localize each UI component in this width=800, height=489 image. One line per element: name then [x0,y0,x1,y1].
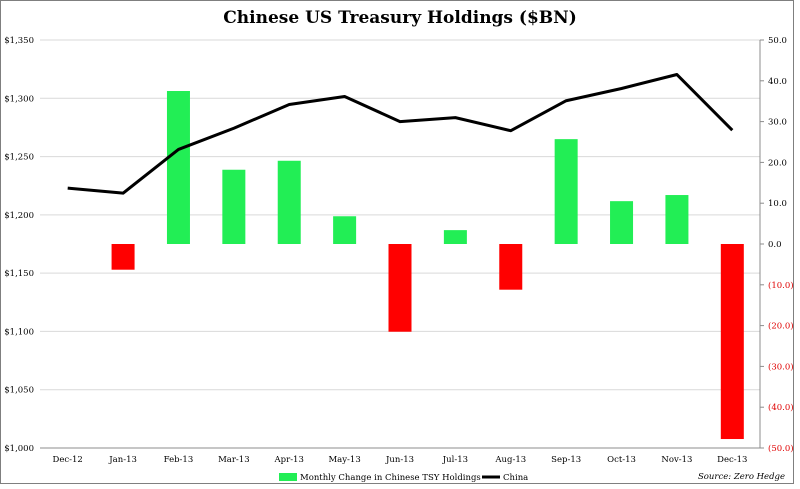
x-tick-label: Nov-13 [661,455,692,465]
right-tick-label: (30.0) [768,361,794,372]
bar [665,195,689,244]
left-tick-label: $1,350 [4,36,34,46]
right-tick-label: 50.0 [768,36,787,46]
china-line [67,73,734,195]
right-tick-label: (20.0) [768,321,794,332]
x-tick-label: Dec-13 [717,455,747,465]
left-tick-label: $1,300 [4,94,34,104]
right-tick-label: 40.0 [768,77,787,87]
right-tick-label: (40.0) [768,402,794,413]
bars [111,91,744,440]
x-tick-label: Apr-13 [274,455,304,465]
bar [333,216,357,244]
left-tick-label: $1,050 [4,386,34,396]
bar [610,201,634,244]
bar [388,244,412,332]
x-tick-label: Oct-13 [607,455,636,465]
bar [222,169,246,244]
left-axis-ticks: $1,000 $1,050 $1,100 $1,150 $1,200 $1,250 $1,3… [4,36,34,454]
right-axis-ticks: (50.0) (40.0) (30.0) (20.0) (10.0) 0.0 10.0 20.… [760,36,794,454]
x-tick-label: Jan-13 [108,455,137,465]
source-note: Source: Zero Hedge [698,472,785,482]
right-tick-label: (50.0) [768,443,794,454]
left-tick-label: $1,200 [4,211,34,221]
right-tick-label: 30.0 [768,118,787,128]
left-tick-label: $1,250 [4,153,34,163]
right-tick-label: 10.0 [768,199,787,209]
x-tick-label: Jul-13 [442,455,468,465]
bar [277,160,301,244]
legend: Monthly Change in Chinese TSY Holdings C… [279,473,528,483]
x-tick-label: Dec-12 [53,455,83,465]
right-tick-label: 20.0 [768,158,787,168]
legend-label-bars: Monthly Change in Chinese TSY Holdings [300,473,481,483]
right-tick-label: (10.0) [768,280,794,291]
x-tick-label: Mar-13 [218,455,250,465]
x-axis-ticks: Dec-12 Jan-13 Feb-13 Mar-13 Apr-13 May-13 Jun-… [53,455,748,465]
x-tick-label: Sep-13 [551,455,581,465]
left-tick-label: $1,100 [4,327,34,337]
right-tick-label: 0.0 [768,240,782,250]
china-series-line [67,73,734,195]
bar [443,230,467,244]
bar [166,91,190,244]
left-tick-label: $1,000 [4,444,34,454]
legend-swatch-bars [279,473,297,481]
bar [111,244,135,270]
chart-title: Chinese US Treasury Holdings ($BN) [223,8,577,28]
x-tick-label: Feb-13 [164,455,194,465]
x-tick-label: May-13 [328,455,360,465]
left-tick-label: $1,150 [4,269,34,279]
bar [499,244,523,290]
x-tick-label: Jun-13 [385,455,414,465]
bar [554,139,578,244]
bar [720,244,744,440]
x-tick-label: Aug-13 [494,455,526,465]
legend-label-line: China [503,473,528,483]
